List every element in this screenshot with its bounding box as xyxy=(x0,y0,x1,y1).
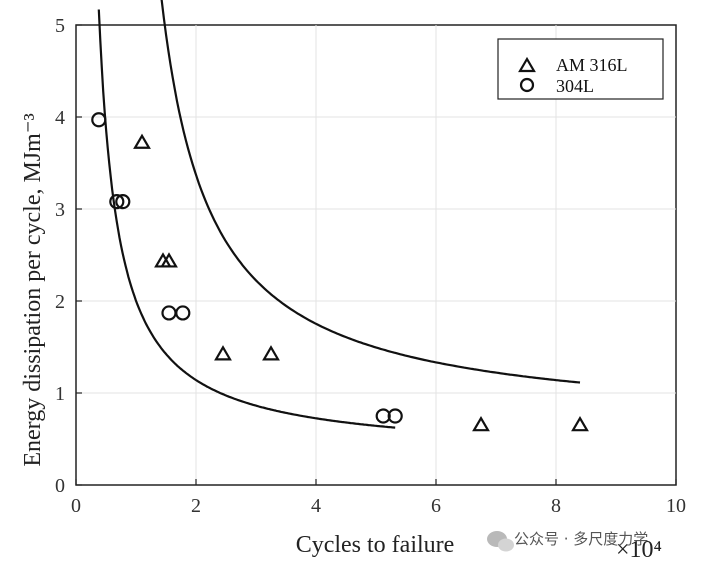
grid xyxy=(75,24,677,486)
y-tick-label: 1 xyxy=(55,383,65,405)
y-tick-label: 5 xyxy=(55,15,65,37)
y-axis-label: Energy dissipation per cycle, MJm⁻³ xyxy=(20,113,46,466)
wechat-icon xyxy=(487,531,514,552)
point-304l xyxy=(387,408,403,424)
legend-box xyxy=(497,38,664,100)
fit-curve-0 xyxy=(160,0,581,384)
x-tick-labels: 0 2 4 6 8 10 xyxy=(71,495,686,517)
point-am316l xyxy=(160,252,178,268)
point-304l xyxy=(109,194,125,210)
legend-marker-am316l xyxy=(518,56,536,73)
point-am316l xyxy=(133,133,151,149)
point-304l xyxy=(115,194,131,210)
legend-label-304l: 304L xyxy=(556,76,594,96)
fit-curves xyxy=(97,0,581,429)
y-tick-label: 2 xyxy=(55,291,65,313)
x-axis-multiplier: ×10⁴ xyxy=(616,537,662,563)
legend-marker-304l xyxy=(519,77,535,93)
y-tick-labels: 0 1 2 3 4 5 xyxy=(55,15,65,497)
point-am316l xyxy=(472,416,490,432)
watermark-text: 公众号 · 多尺度力学 xyxy=(514,530,648,548)
fit-curve-1 xyxy=(97,9,396,429)
watermark: 公众号 · 多尺度力学 xyxy=(487,530,648,552)
point-304l xyxy=(91,112,107,128)
x-axis-label: Cycles to failure xyxy=(296,532,455,558)
y-tick-label: 4 xyxy=(55,107,65,129)
x-tick-label: 2 xyxy=(191,495,201,517)
point-am316l xyxy=(214,345,232,361)
x-tick-label: 10 xyxy=(666,495,686,517)
y-tick-label: 3 xyxy=(55,199,65,221)
data-points xyxy=(91,112,589,432)
legend-label-am316l: AM 316L xyxy=(556,55,628,75)
x-tick-label: 6 xyxy=(431,495,441,517)
x-tick-label: 8 xyxy=(551,495,561,517)
x-tick-label: 0 xyxy=(71,495,81,517)
y-tick-label: 0 xyxy=(55,475,65,497)
legend: AM 316L 304L xyxy=(497,38,664,100)
point-304l xyxy=(175,305,191,321)
point-am316l xyxy=(262,345,280,361)
x-tick-label: 4 xyxy=(311,495,321,517)
point-am316l xyxy=(571,416,589,432)
